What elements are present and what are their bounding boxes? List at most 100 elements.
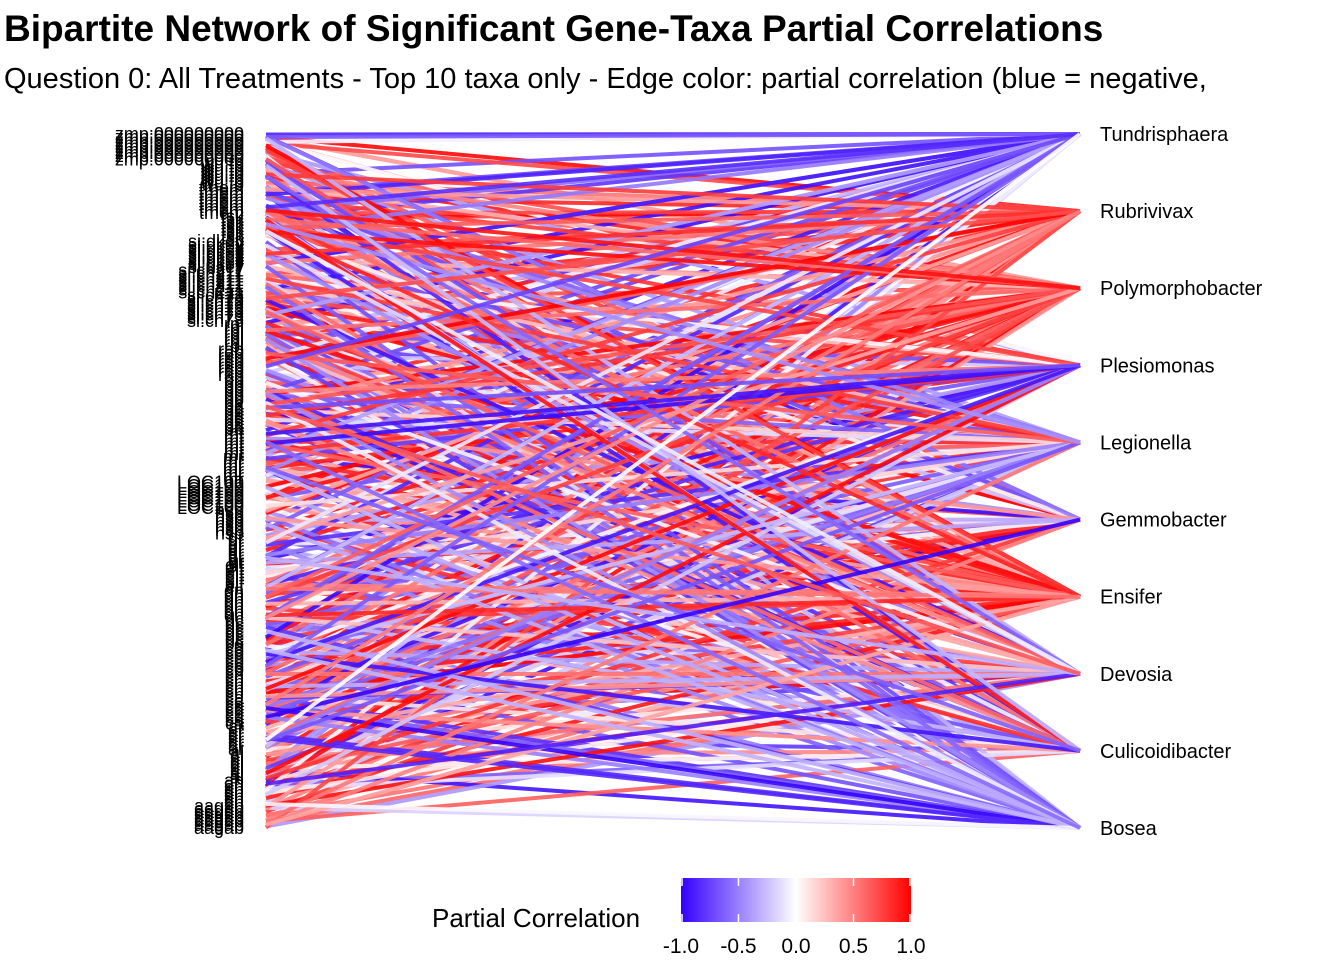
gene-label: dn [224,593,244,613]
edge [265,706,1081,830]
gene-label: al [230,767,244,787]
edge [265,467,1081,830]
gene-label: ca [225,710,245,730]
gene-label: LOC100 [177,473,244,493]
gene-label: tmem [199,184,244,204]
gene-label: aagab [194,799,244,819]
legend-tick-label: 0.5 [838,935,869,958]
gene-label: tsk [221,216,245,236]
gene-label: mr [223,447,244,467]
gene-label: si:ch211 [178,270,244,290]
gene-label: dn [224,603,244,623]
gene-label: ch [225,666,244,686]
edge [265,363,1081,797]
gene-label: LOC100 [177,485,244,505]
gene-label: ca [225,707,245,727]
gene-label: ar [228,717,244,737]
gene-label: LOC100 [177,476,244,496]
edge [265,209,1081,256]
gene-label: tsk [221,206,245,226]
taxon-label: Polymorphobacter [1100,278,1263,300]
gene-label: pp [224,384,244,404]
gene-label: ch [225,672,244,692]
edges-layer [264,132,1082,830]
gene-label: gr [228,549,244,569]
gene-label: ch [225,685,244,705]
gene-label: wu:fb [200,165,244,185]
gene-label: dn [224,580,244,600]
gene-label: mt [224,438,244,458]
gene-label: zmp:000000000 [115,137,244,157]
gene-label: si:ch211 [178,276,244,296]
edge [265,555,1081,676]
gene-label: co [225,656,244,676]
gene-label: rpl [224,317,244,337]
gene-label: dn [224,606,244,626]
taxon-label: Ensifer [1100,587,1163,609]
gene-label: pa [224,400,245,420]
gene-label: tsk [221,222,245,242]
gene-label: dn [224,584,244,604]
gene-label: co [225,637,244,657]
gene-label: pa [224,403,245,423]
gene-label: ch [225,679,244,699]
gene-label: co [225,647,244,667]
gene-label: rab [218,346,244,366]
gene-label: rpl [224,327,244,347]
gene-label: rpl [224,330,244,350]
edge [265,651,1081,753]
edge [265,168,1081,291]
gene-label: co [225,660,244,680]
gene-label: si:dkey [188,232,244,252]
gene-label: si:dkey [188,235,244,255]
gene-label: mt [224,422,244,442]
edge [265,132,1081,232]
gene-label: si:ch73 [187,286,244,306]
gene-label: aagab [194,812,244,832]
gene-label: pa [224,416,245,436]
gene-label: pp [224,374,244,394]
gene-label: hsp [215,507,244,527]
edge [265,132,1081,197]
gene-label: al [230,764,244,784]
gene-label: elf [225,568,245,588]
edge [265,363,1081,394]
gene-label: wu:fb [200,168,244,188]
edge [264,218,1082,753]
gene-label: si:dkey [188,257,244,277]
edge [265,172,1081,214]
gene-label: gr [228,530,244,550]
gene-label: zmp:000000000 [115,134,244,154]
gene-label: pa [224,393,245,413]
gene-label: tsk [221,213,245,233]
gene-label: ah [224,777,244,797]
edge [265,649,1081,676]
gene-label: mr [223,450,244,470]
gene-label: si:dkey [188,241,244,261]
gene-label: ah [224,771,244,791]
gene-label: ah [224,786,244,806]
gene-label: hsp [215,523,244,543]
gene-label: tsk [221,219,245,239]
gene-label: dc [225,612,244,632]
gene-label: pp [224,371,244,391]
gene-label: elf [225,577,245,597]
gene-label: si:ch73 [187,308,244,328]
gene-label: gr [228,542,244,562]
gene-label: elf [225,574,245,594]
gene-label: rab [218,349,244,369]
gene-label: dc [225,625,244,645]
gene-label: si:ch73 [187,289,244,309]
taxon-label: Legionella [1100,432,1192,454]
gene-label: co [225,653,244,673]
gene-label: hsp [215,517,244,537]
gene-label: pa [224,419,245,439]
edge [264,174,1082,676]
gene-label: si:ch73 [187,292,244,312]
edge [265,134,1081,522]
gene-label: tmem [199,203,244,223]
gene-label: dc [225,615,244,635]
edge [265,132,1081,210]
gene-label: al [230,752,244,772]
gene-label: ch [225,663,244,683]
